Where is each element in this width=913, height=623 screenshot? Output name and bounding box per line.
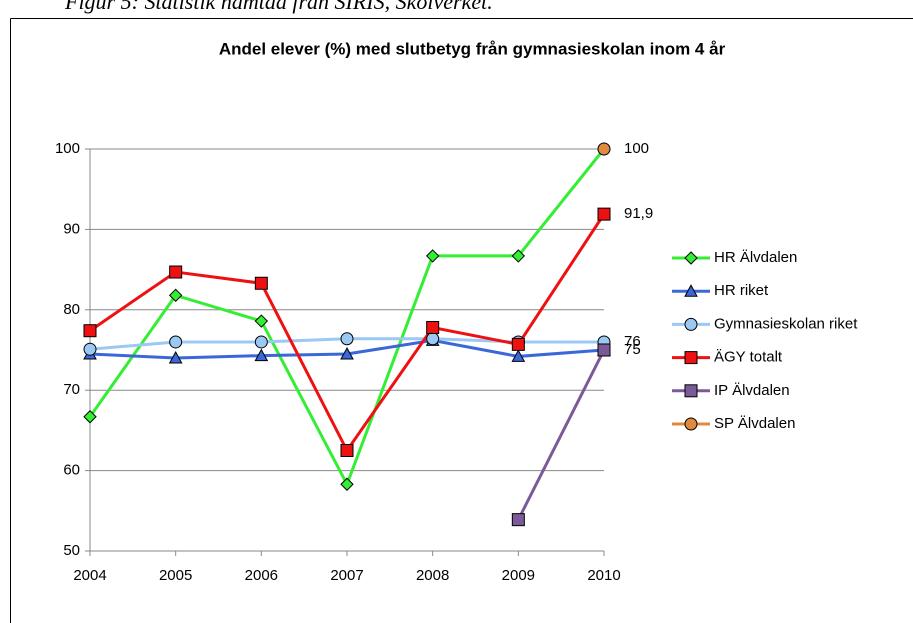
point [169, 265, 183, 279]
legend-label: ÄGY totalt [714, 349, 783, 366]
point [597, 207, 611, 221]
legend-label: Gymnasieskolan riket [714, 315, 858, 332]
legend-marker [684, 317, 698, 331]
y-tick-label: 80 [63, 301, 80, 318]
legend-marker [684, 284, 698, 297]
point [511, 349, 526, 362]
y-tick-label: 70 [63, 381, 80, 398]
point [254, 276, 268, 290]
y-tick-label: 100 [55, 140, 80, 157]
point [511, 337, 525, 351]
caption: Figur 5: Statistik hämtad från SIRIS, Sk… [64, 0, 493, 14]
y-tick-label: 90 [63, 220, 80, 237]
point [83, 324, 97, 338]
x-tick-label: 2004 [73, 567, 106, 584]
point [83, 342, 97, 356]
x-tick-label: 2007 [330, 567, 363, 584]
point [168, 288, 183, 303]
point [340, 332, 354, 346]
point [340, 444, 354, 457]
series-line [516, 349, 606, 521]
point [426, 320, 440, 334]
point [511, 249, 526, 263]
legend-label: IP Älvdalen [714, 382, 790, 399]
x-tick-label: 2010 [587, 567, 620, 584]
x-tick-label: 2008 [416, 567, 449, 584]
data-label: 75 [624, 341, 641, 358]
y-tick-label: 60 [63, 462, 80, 479]
legend-label: SP Älvdalen [714, 415, 795, 432]
legend-marker [684, 417, 698, 431]
x-tick-label: 2005 [159, 567, 192, 584]
series-line [88, 148, 606, 488]
x-tick-label: 2009 [502, 567, 535, 584]
y-tick-label: 50 [63, 542, 80, 559]
point [254, 314, 269, 328]
point [597, 343, 611, 357]
point [340, 346, 354, 360]
point [425, 249, 440, 263]
point [254, 348, 269, 362]
legend-label: HR Älvdalen [714, 249, 797, 266]
legend-marker [684, 351, 698, 365]
point [426, 332, 440, 346]
legend-marker [684, 251, 698, 265]
point [340, 477, 354, 491]
data-label: 91,9 [624, 205, 653, 222]
point [511, 513, 525, 527]
legend-label: HR riket [714, 282, 769, 299]
point [83, 410, 97, 424]
point [597, 142, 611, 156]
data-label: 100 [624, 140, 649, 157]
point [254, 335, 268, 349]
legend-marker [684, 384, 698, 398]
point [168, 350, 183, 364]
data-label: 76 [624, 333, 641, 350]
chart-title: Andel elever (%) med slutbetyg från gymn… [219, 39, 726, 58]
x-tick-label: 2006 [245, 567, 278, 584]
point [169, 335, 183, 349]
